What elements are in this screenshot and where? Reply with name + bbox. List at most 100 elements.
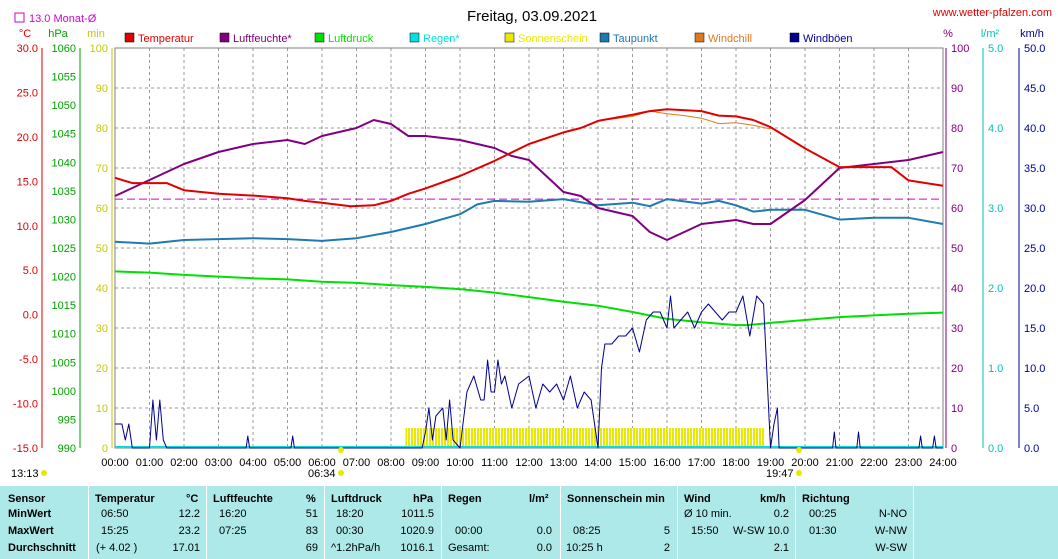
- legend-swatch: [789, 32, 800, 43]
- x-tick-label: 00:00: [101, 457, 129, 469]
- wind-tick-label: 15.0: [1024, 323, 1045, 335]
- stats-header-temp: Temperatur: [95, 493, 155, 505]
- x-tick-label: 23:00: [895, 457, 923, 469]
- pressure-max-time: 00:30: [336, 525, 364, 537]
- rain-max-time: 00:00: [455, 525, 483, 537]
- series-line-luftfeuchte: [114, 119, 944, 241]
- direction-max-value: W-NW: [874, 525, 907, 537]
- series-line-taupunkt: [114, 198, 944, 245]
- minutes-tick-label: 30: [96, 323, 108, 335]
- sunrise-icon: [338, 447, 344, 453]
- temp-tick-label: 10.0: [17, 221, 38, 233]
- minutes-tick-label: 20: [96, 363, 108, 375]
- stats-header-humidity-unit: %: [306, 493, 316, 505]
- temp-tick-label: 25.0: [17, 87, 38, 99]
- sunset-icon-lower: [796, 470, 802, 476]
- x-tick-label: 03:00: [205, 457, 233, 469]
- legend-label: Regen*: [423, 33, 460, 45]
- humidity-min-value: 51: [305, 508, 318, 520]
- rain-tick-label: 4.0: [988, 123, 1003, 135]
- x-tick-label: 05:00: [274, 457, 302, 469]
- x-tick-label: 10:00: [446, 457, 474, 469]
- rain-tick-label: 1.0: [988, 363, 1003, 375]
- stats-header-wind-unit: km/h: [760, 493, 786, 505]
- direction-min-value: N-NO: [878, 508, 907, 520]
- pressure-tick-label: 1030: [52, 214, 76, 226]
- legend-label: Luftdruck: [328, 33, 374, 45]
- temp-tick-label: 30.0: [17, 43, 38, 55]
- x-tick-label: 15:00: [619, 457, 647, 469]
- minutes-tick-label: 80: [96, 123, 108, 135]
- humidity-avg-value: 69: [305, 542, 318, 554]
- right-axes: 10090807060504030201005.04.03.02.01.00.0…: [945, 43, 1045, 455]
- monthly-avg-label: 13.0 Monat-Ø: [29, 13, 97, 25]
- temp-tick-label: -15.0: [13, 443, 38, 455]
- temp-avg-change: (+ 4.02 ): [96, 542, 138, 554]
- rain-total-label: Gesamt:: [448, 542, 490, 554]
- sunshine-total-duration: 10:25 h: [566, 542, 603, 554]
- temp-tick-label: 20.0: [17, 132, 38, 144]
- now-time-label: 13:13: [11, 468, 39, 480]
- stats-header-sensor: Sensor: [8, 493, 46, 505]
- minutes-tick-label: 50: [96, 243, 108, 255]
- series-line-temperatur: [114, 108, 944, 208]
- stats-label-avg: Durchschnitt: [8, 542, 76, 554]
- humidity-max-time: 07:25: [219, 525, 247, 537]
- stats-header-pressure-unit: hPa: [413, 493, 434, 505]
- wind-unit: km/h: [1020, 28, 1044, 40]
- stats-header-rain-unit: l/m²: [529, 493, 549, 505]
- wind-tick-label: 45.0: [1024, 83, 1045, 95]
- now-sun-icon: [41, 470, 47, 476]
- monthly-avg-legend-box: [14, 12, 25, 23]
- legend-swatch: [694, 32, 705, 43]
- pressure-tick-label: 1060: [52, 43, 76, 55]
- x-tick-label: 06:00: [308, 457, 336, 469]
- rain-tick-label: 3.0: [988, 203, 1003, 215]
- x-axis: 00:00 01:00 02:00 03:00 04:00 05:00 06:00 07:00…: [101, 457, 957, 469]
- humidity-unit: %: [943, 28, 953, 40]
- wind-max-direction: W-SW: [733, 525, 765, 537]
- direction-avg-value: W-SW: [875, 542, 907, 554]
- humidity-tick-label: 100: [951, 43, 969, 55]
- pressure-max-value: 1020.9: [400, 525, 434, 537]
- wind-tick-label: 40.0: [1024, 123, 1045, 135]
- stats-header-pressure: Luftdruck: [331, 493, 382, 505]
- legend-swatch: [124, 32, 135, 43]
- x-tick-label: 22:00: [860, 457, 888, 469]
- humidity-tick-label: 0: [951, 443, 957, 455]
- chart-title: Freitag, 03.09.2021: [467, 8, 597, 25]
- pressure-tick-label: 1035: [52, 186, 76, 198]
- sunrise-label: 06:34: [308, 468, 336, 480]
- legend-label: Temperatur: [138, 33, 194, 45]
- pressure-tick-label: 1050: [52, 100, 76, 112]
- minutes-tick-label: 40: [96, 283, 108, 295]
- wind-max-time: 15:50: [691, 525, 719, 537]
- humidity-max-value: 83: [305, 525, 318, 537]
- minutes-tick-label: 10: [96, 403, 108, 415]
- wind-tick-label: 50.0: [1024, 43, 1045, 55]
- x-tick-label: 20:00: [791, 457, 819, 469]
- legend-swatch: [599, 32, 610, 43]
- pressure-tick-label: 990: [58, 443, 76, 455]
- wind-avg10-label: Ø 10 min.: [684, 508, 732, 520]
- bars: [115, 428, 943, 448]
- x-tick-label: 04:00: [239, 457, 267, 469]
- legend-swatch: [409, 32, 420, 43]
- rain-max-value: 0.0: [536, 525, 552, 537]
- minutes-tick-label: 70: [96, 163, 108, 175]
- temp-tick-label: -5.0: [19, 354, 38, 366]
- pressure-tick-label: 1010: [52, 329, 76, 341]
- temp-tick-label: 0.0: [23, 310, 38, 322]
- x-tick-label: 02:00: [170, 457, 198, 469]
- direction-min-time: 00:25: [809, 508, 837, 520]
- temp-tick-label: -10.0: [13, 399, 38, 411]
- wind-tick-label: 30.0: [1024, 203, 1045, 215]
- sunset-icon: [796, 447, 802, 453]
- pressure-trend: ^1.2hPa/h: [331, 542, 381, 554]
- stats-header-direction: Richtung: [802, 493, 850, 505]
- wind-avg-value: 2.1: [773, 542, 789, 554]
- source-link[interactable]: www.wetter-pfalzen.com: [932, 7, 1052, 19]
- minutes-tick-label: 90: [96, 83, 108, 95]
- pressure-tick-label: 1040: [52, 157, 76, 169]
- stats-label-min: MinWert: [8, 508, 52, 520]
